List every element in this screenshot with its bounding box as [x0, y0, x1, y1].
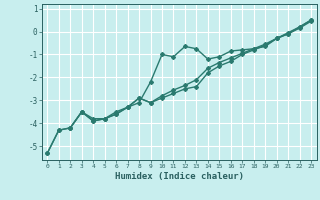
X-axis label: Humidex (Indice chaleur): Humidex (Indice chaleur) — [115, 172, 244, 181]
